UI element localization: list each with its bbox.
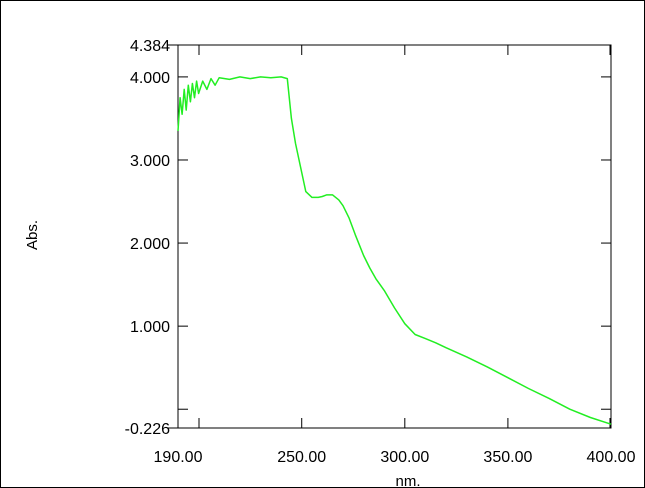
y-tick-label: 4.000	[130, 70, 170, 87]
y-tick-label: 1.000	[130, 319, 170, 336]
x-axis-tick-labels: 190.00 250.00 300.00 350.00 400.00	[154, 449, 636, 466]
x-axis-ticks	[198, 45, 611, 428]
x-tick-label: 250.00	[277, 449, 326, 466]
y-tick-label: 4.384	[130, 38, 170, 55]
x-tick-label: 190.00	[154, 449, 203, 466]
y-axis-ticks	[168, 44, 611, 429]
y-axis-title: Abs.	[24, 220, 41, 250]
y-tick-label: 2.000	[130, 236, 170, 253]
x-tick-label: 350.00	[483, 449, 532, 466]
plot-area	[177, 44, 612, 429]
x-tick-label: 300.00	[380, 449, 429, 466]
y-tick-label: 3.000	[130, 153, 170, 170]
x-axis-title: nm.	[395, 473, 420, 488]
x-tick-label: 400.00	[587, 449, 636, 466]
y-axis-tick-labels: 4.384 4.000 3.000 2.000 1.000 -0.226	[125, 38, 170, 438]
absorbance-series-line	[177, 76, 612, 425]
y-tick-label: -0.226	[125, 421, 170, 438]
